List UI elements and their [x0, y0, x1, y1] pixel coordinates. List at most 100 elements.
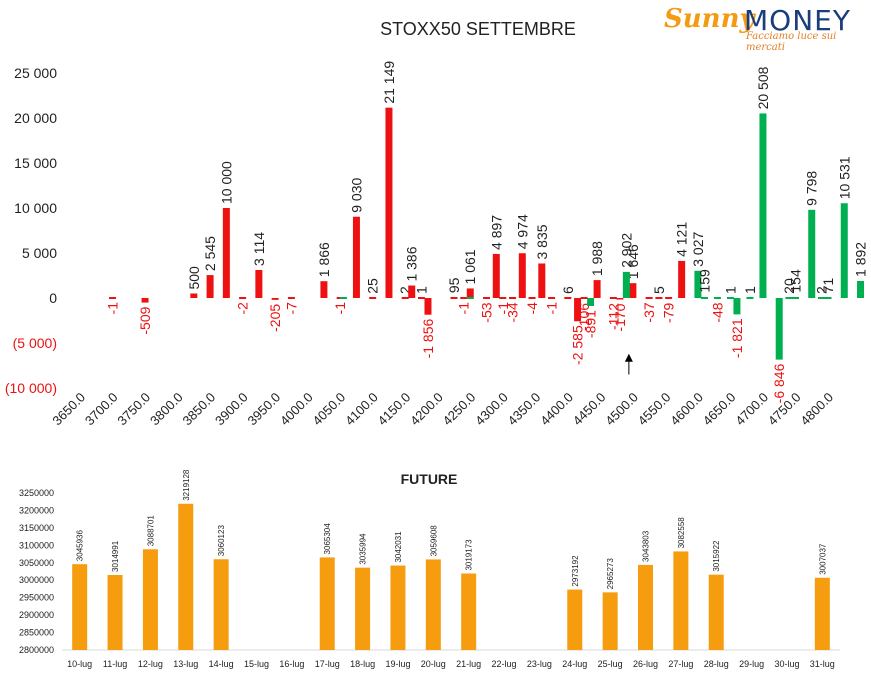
- bar: [808, 209, 816, 298]
- data-label: -2: [235, 302, 251, 315]
- data-label: -1: [495, 302, 511, 315]
- bar: [141, 298, 149, 303]
- future-x-tick-label: 23-lug: [527, 659, 552, 669]
- future-bar: [355, 567, 371, 650]
- future-y-tick-label: 3000000: [19, 575, 54, 585]
- bar: [271, 298, 279, 300]
- future-data-label: 3219128: [182, 469, 191, 501]
- data-label: 1 988: [589, 241, 605, 276]
- future-x-tick-label: 25-lug: [598, 659, 623, 669]
- future-x-tick-label: 16-lug: [279, 659, 304, 669]
- bar: [593, 280, 601, 298]
- y-tick-label: 5 000: [22, 245, 57, 261]
- data-label: 2: [397, 286, 413, 294]
- data-label: -106: [576, 303, 592, 331]
- data-label: -2 585: [570, 325, 586, 365]
- logo-sunny-text: Sunny: [664, 4, 755, 34]
- future-x-tick-label: 21-lug: [456, 659, 481, 669]
- future-x-tick-label: 27-lug: [668, 659, 693, 669]
- future-x-tick-label: 28-lug: [704, 659, 729, 669]
- data-label: 2: [813, 286, 829, 294]
- future-bar: [213, 559, 229, 650]
- x-tick-label: 4200.0: [407, 390, 446, 429]
- future-data-label: 2965273: [606, 558, 615, 590]
- data-label: -4: [524, 302, 540, 315]
- bar: [655, 297, 663, 299]
- future-bar: [72, 564, 88, 650]
- data-label: 95: [446, 277, 462, 293]
- x-tick-label: 4500.0: [602, 390, 641, 429]
- data-label: -34: [505, 302, 521, 322]
- y-tick-label: 20 000: [14, 110, 57, 126]
- data-label: -1: [105, 302, 121, 315]
- future-x-tick-label: 13-lug: [173, 659, 198, 669]
- bar: [509, 297, 517, 299]
- data-label: 4 897: [488, 215, 504, 250]
- x-tick-label: 4450.0: [570, 390, 609, 429]
- data-label: 3 835: [534, 224, 550, 259]
- future-x-tick-label: 31-lug: [810, 659, 835, 669]
- bar: [518, 253, 526, 298]
- y-tick-label: 0: [49, 290, 57, 306]
- bar: [622, 271, 630, 298]
- bar: [580, 297, 588, 299]
- data-label: -205: [267, 304, 283, 332]
- data-label: 71: [820, 278, 836, 294]
- data-label: 10 531: [836, 156, 852, 199]
- future-bar: [638, 564, 653, 650]
- bar: [417, 297, 425, 299]
- chart-title: STOXX50 SETTEMBRE: [380, 19, 576, 39]
- future-bar: [142, 549, 158, 650]
- data-label: -112: [605, 303, 621, 330]
- x-tick-label: 4600.0: [667, 390, 706, 429]
- future-y-tick-label: 3250000: [19, 488, 54, 498]
- bar: [616, 298, 624, 300]
- bar: [678, 260, 686, 298]
- bar: [466, 288, 474, 298]
- bar: [538, 263, 546, 298]
- y-tick-label: 25 000: [14, 65, 57, 81]
- bar: [109, 297, 117, 299]
- bar: [746, 297, 754, 299]
- data-label: -509: [137, 306, 153, 334]
- future-bar: [602, 592, 618, 650]
- future-y-tick-label: 2850000: [19, 628, 54, 638]
- x-tick-label: 4700.0: [732, 390, 771, 429]
- future-bar: [567, 589, 583, 650]
- logo-tagline: Facciamo luce sui mercati: [746, 31, 837, 53]
- annotation-arrow-head: [624, 353, 633, 362]
- bar: [460, 297, 468, 299]
- data-label: 21 149: [381, 61, 397, 104]
- bar: [369, 297, 377, 299]
- future-y-tick-label: 3050000: [19, 558, 54, 568]
- y-tick-label: (5 000): [13, 335, 57, 351]
- bar: [239, 297, 247, 299]
- data-label: 9 030: [348, 177, 364, 212]
- bar: [775, 298, 783, 360]
- future-data-label: 3060123: [217, 525, 226, 557]
- data-label: 6: [560, 286, 576, 294]
- x-tick-label: 4550.0: [635, 390, 674, 429]
- data-label: 1: [742, 286, 758, 294]
- bar: [499, 297, 507, 299]
- future-y-tick-label: 2900000: [19, 610, 54, 620]
- future-data-label: 3007037: [818, 543, 827, 575]
- bar: [713, 297, 721, 299]
- data-label: -170: [612, 303, 628, 331]
- y-tick-label: 15 000: [14, 155, 57, 171]
- future-x-tick-label: 22-lug: [492, 659, 517, 669]
- y-tick-label: (10 000): [5, 380, 57, 396]
- future-x-tick-label: 17-lug: [315, 659, 340, 669]
- future-bar: [814, 577, 830, 650]
- future-y-tick-label: 2950000: [19, 593, 54, 603]
- future-y-tick-label: 2800000: [19, 645, 54, 655]
- data-label: 9 798: [804, 171, 820, 206]
- x-tick-label: 3950.0: [245, 390, 284, 429]
- future-x-tick-label: 15-lug: [244, 659, 269, 669]
- bar: [320, 281, 328, 298]
- sunny-money-logo: Sunny MONEY Facciamo luce sui mercati: [664, 4, 864, 53]
- future-x-tick-label: 18-lug: [350, 659, 375, 669]
- data-label: 4 974: [514, 214, 530, 249]
- data-label: 159: [696, 269, 712, 293]
